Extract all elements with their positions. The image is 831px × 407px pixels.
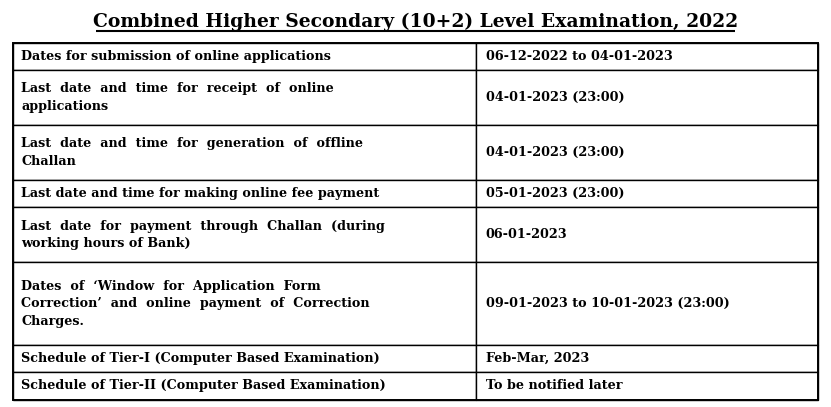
Text: Last date and time for making online fee payment: Last date and time for making online fee… <box>22 187 380 200</box>
Bar <box>476 43 818 70</box>
Text: 04-01-2023 (23:00): 04-01-2023 (23:00) <box>486 91 624 104</box>
Bar <box>476 345 818 372</box>
Text: Last  date  and  time  for  generation  of  offline
Challan: Last date and time for generation of off… <box>22 137 363 168</box>
Text: 09-01-2023 to 10-01-2023 (23:00): 09-01-2023 to 10-01-2023 (23:00) <box>486 297 730 310</box>
Bar <box>13 345 476 372</box>
Text: 04-01-2023 (23:00): 04-01-2023 (23:00) <box>486 146 624 159</box>
Bar <box>476 125 818 180</box>
Bar <box>476 180 818 208</box>
Bar <box>13 43 818 400</box>
Text: Combined Higher Secondary (10+2) Level Examination, 2022: Combined Higher Secondary (10+2) Level E… <box>93 13 738 31</box>
Bar <box>476 208 818 263</box>
Bar <box>476 263 818 345</box>
Text: 06-01-2023: 06-01-2023 <box>486 228 568 241</box>
Text: Schedule of Tier-I (Computer Based Examination): Schedule of Tier-I (Computer Based Exami… <box>22 352 380 365</box>
Text: 06-12-2022 to 04-01-2023: 06-12-2022 to 04-01-2023 <box>486 50 672 63</box>
Text: Dates  of  ‘Window  for  Application  Form
Correction’  and  online  payment  of: Dates of ‘Window for Application Form Co… <box>22 280 370 328</box>
Text: 05-01-2023 (23:00): 05-01-2023 (23:00) <box>486 187 624 200</box>
Bar <box>13 125 476 180</box>
Text: Last  date  for  payment  through  Challan  (during
working hours of Bank): Last date for payment through Challan (d… <box>22 220 386 250</box>
Text: Schedule of Tier-II (Computer Based Examination): Schedule of Tier-II (Computer Based Exam… <box>22 379 386 392</box>
Bar <box>476 70 818 125</box>
Bar <box>13 263 476 345</box>
Text: Feb-Mar, 2023: Feb-Mar, 2023 <box>486 352 589 365</box>
Bar <box>476 372 818 400</box>
Text: Dates for submission of online applications: Dates for submission of online applicati… <box>22 50 332 63</box>
Bar <box>13 180 476 208</box>
Bar <box>13 43 476 70</box>
Text: To be notified later: To be notified later <box>486 379 622 392</box>
Bar <box>13 372 476 400</box>
Bar <box>13 70 476 125</box>
Text: Last  date  and  time  for  receipt  of  online
applications: Last date and time for receipt of online… <box>22 82 334 113</box>
Bar <box>13 208 476 263</box>
